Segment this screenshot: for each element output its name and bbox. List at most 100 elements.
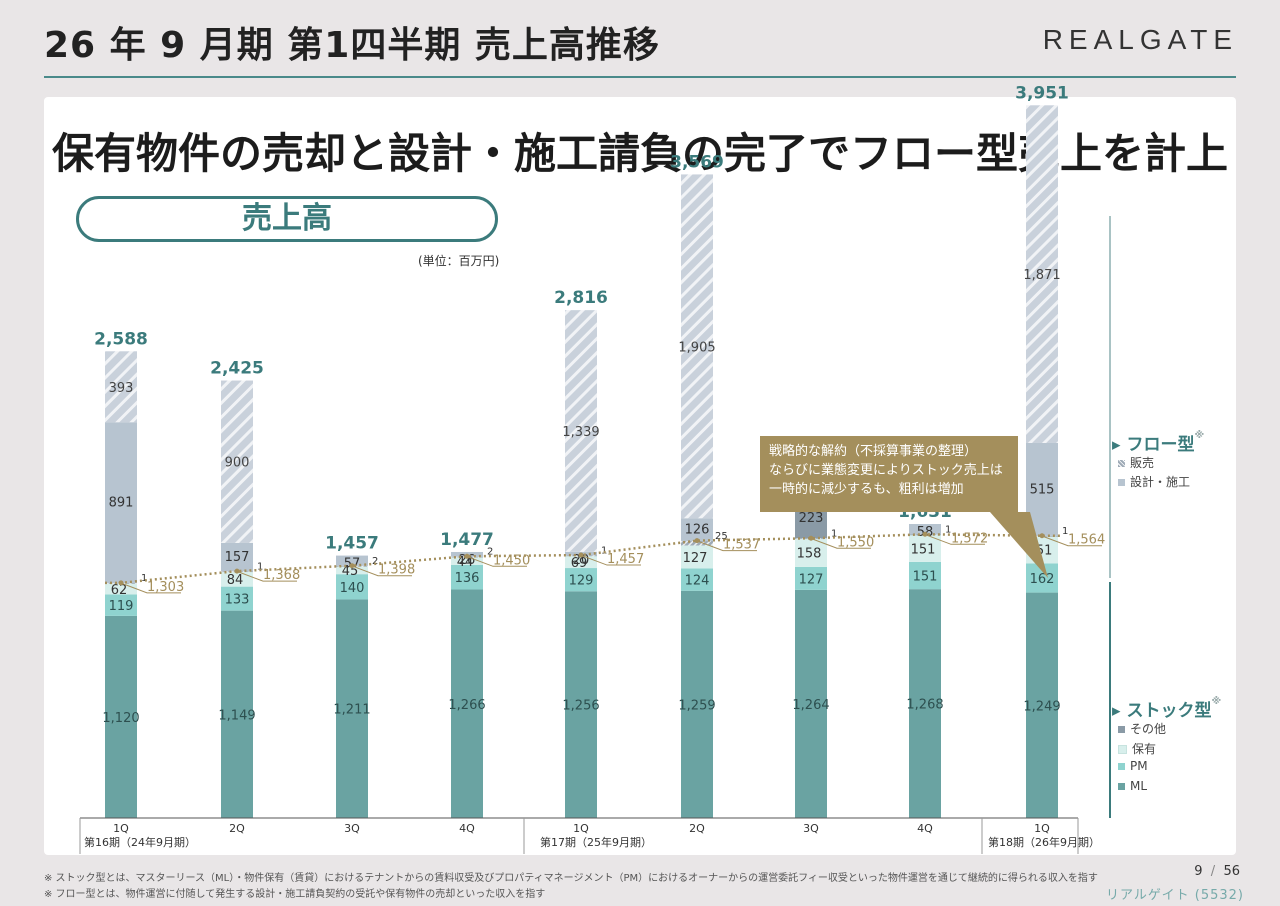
label-other: 1	[141, 573, 147, 584]
bar-other	[681, 540, 713, 546]
tick-label: 2Q	[689, 822, 705, 835]
bar-sales	[1026, 105, 1058, 443]
bar-ml	[909, 589, 941, 818]
ml-swatch-icon	[1118, 783, 1125, 790]
company-code: リアルゲイト (5532)	[1106, 888, 1244, 903]
label-pm: 140	[340, 581, 365, 596]
bar-sales	[565, 310, 597, 552]
bar-hold	[221, 571, 253, 587]
callout-box: 戦略的な解約（不採算事業の整理） ならびに業態変更によりストック売上は 一時的に…	[760, 436, 1018, 512]
stock-point	[922, 531, 928, 537]
callout-line-2: ならびに業態変更によりストック売上は	[769, 463, 1003, 478]
label-ml: 1,268	[906, 698, 943, 713]
bar-ml	[336, 599, 368, 818]
legend-flow-title: ▸ フロー型※	[1112, 430, 1205, 455]
label-sales: 1,905	[678, 340, 715, 355]
section-label: 売上高	[76, 196, 498, 242]
label-total: 1,477	[440, 530, 494, 550]
stock-leader	[238, 571, 297, 582]
page-title: 26 年 9 月期 第1四半期 売上高推移	[44, 25, 660, 66]
tick-label: 4Q	[459, 822, 475, 835]
label-sales: 1,339	[562, 425, 599, 440]
stock-leader	[812, 538, 871, 549]
legend-item-ml: ML	[1118, 779, 1147, 793]
tick-label: 2Q	[229, 822, 245, 835]
label-hold: 62	[111, 583, 128, 598]
label-total: 3,569	[670, 152, 724, 172]
bar-pm	[105, 594, 137, 616]
bar-pm	[681, 568, 713, 591]
stock-leader	[926, 534, 985, 545]
stock-leader	[1043, 536, 1102, 547]
label-hold: 84	[227, 573, 244, 588]
bar-ml	[221, 610, 253, 818]
label-stock-total: 1,457	[607, 552, 644, 567]
legend-item-other: その他	[1118, 720, 1166, 737]
pm-swatch-icon	[1118, 763, 1125, 770]
label-pm: 127	[799, 572, 824, 587]
stock-point	[1039, 533, 1045, 539]
label-stock-total: 1,564	[1068, 533, 1105, 548]
label-other: 1	[945, 524, 951, 535]
label-other: 2	[372, 556, 378, 567]
header-divider	[44, 76, 1236, 78]
legend-item-design: 設計・施工	[1118, 473, 1190, 490]
label-ml: 1,249	[1023, 699, 1060, 714]
bar-hold	[795, 538, 827, 567]
footnote-stock: ※ ストック型とは、マスターリース（ML）・物件保有（賃貸）におけるテナントから…	[44, 873, 1098, 884]
label-pm: 129	[569, 574, 594, 589]
label-total: 3,951	[1015, 83, 1069, 103]
label-pm: 124	[685, 574, 710, 589]
bar-sales	[105, 351, 137, 423]
label-hold: 45	[342, 564, 359, 579]
label-other: 1	[1062, 526, 1068, 537]
bar-pm	[221, 586, 253, 611]
unit-label: (単位：百万円)	[418, 254, 500, 268]
label-stock-total: 1,368	[263, 568, 300, 583]
label-total: 1,457	[325, 534, 379, 554]
label-ml: 1,256	[562, 699, 599, 714]
bar-ml	[681, 590, 713, 818]
bar-ml	[795, 589, 827, 818]
label-other: 25	[715, 531, 728, 542]
label-total: 2,588	[94, 329, 148, 349]
label-stock-total: 1,537	[723, 538, 760, 553]
label-other: 2	[487, 547, 493, 558]
bar-pm	[565, 568, 597, 592]
label-ml: 1,259	[678, 698, 715, 713]
label-ml: 1,149	[218, 708, 255, 723]
legend-item-hold: 保有	[1118, 740, 1156, 757]
bar-design	[681, 518, 713, 541]
stock-leader	[582, 555, 641, 566]
bar-hold	[336, 566, 368, 575]
label-hold: 158	[797, 547, 822, 562]
bar-hold	[681, 545, 713, 569]
label-hold: 69	[571, 556, 588, 571]
label-stock-total: 1,303	[147, 580, 184, 595]
stock-point	[349, 563, 355, 569]
bar-sales	[221, 380, 253, 543]
stock-point	[118, 580, 124, 586]
label-ml: 1,120	[102, 711, 139, 726]
label-hold: 127	[683, 551, 708, 566]
legend-stock-title: ▸ ストック型※	[1112, 696, 1222, 721]
label-design: 126	[685, 523, 710, 538]
label-total: 2,816	[554, 288, 608, 308]
bar-hold	[909, 534, 941, 562]
tick-label: 4Q	[917, 822, 933, 835]
label-pm: 119	[109, 599, 134, 614]
stock-point	[234, 568, 240, 574]
sales-swatch-icon	[1118, 460, 1125, 467]
label-hold: 44	[457, 555, 474, 570]
label-sales: 393	[109, 381, 134, 396]
label-other: 1	[831, 528, 837, 539]
label-ml: 1,264	[792, 698, 829, 713]
design-swatch-icon	[1118, 479, 1125, 486]
bar-pm	[795, 566, 827, 590]
bar-design	[909, 524, 941, 535]
tick-label: 3Q	[803, 822, 819, 835]
label-sales: 900	[225, 456, 250, 471]
bar-ml	[1026, 592, 1058, 818]
stock-point	[694, 538, 700, 544]
